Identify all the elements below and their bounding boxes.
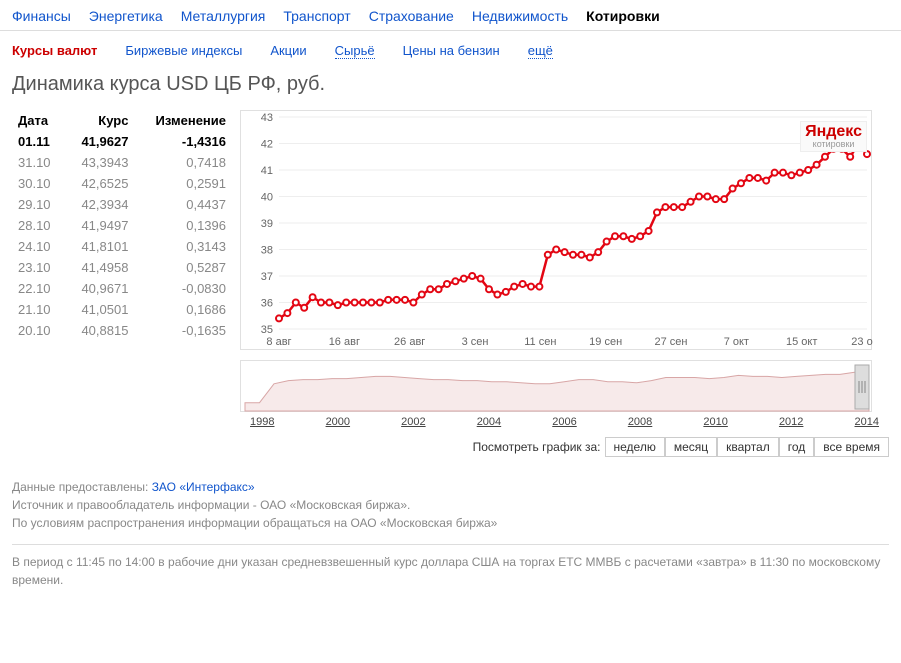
table-row: 30.1042,65250,2591 [12,173,232,194]
subnav-1[interactable]: Биржевые индексы [125,43,242,59]
topnav-0[interactable]: Финансы [12,8,71,24]
topnav-2[interactable]: Металлургия [181,8,266,24]
table-row: 31.1043,39430,7418 [12,152,232,173]
range-btn-1[interactable]: месяц [665,437,717,457]
watermark-logo: Яндекс [805,124,862,140]
footer-terms: По условиям распространения информации о… [12,514,889,532]
data-panel: ДатаКурсИзменение01.1141,9627-1,431631.1… [12,110,232,454]
year-2010[interactable]: 2010 [703,416,727,428]
subnav-5[interactable]: ещё [528,43,553,59]
table-row: 24.1041,81010,3143 [12,236,232,257]
table-row: 01.1141,9627-1,4316 [12,131,232,152]
watermark: Яндекс котировки [800,121,867,152]
main-chart[interactable]: Яндекс котировки 35 36 37 38 39 40 41 42 43 8 авг… [240,110,872,350]
svg-text:16 авг: 16 авг [329,336,360,348]
svg-text:15 окт: 15 окт [786,336,817,348]
svg-text:7 окт: 7 окт [724,336,749,348]
footer-source-link[interactable]: ЗАО «Интерфакс» [152,480,255,494]
top-nav: Финансы Энергетика Металлургия Транспорт Стр… [0,0,901,31]
sub-nav: Курсы валют Биржевые индексы Акции Сырьё Цен… [0,31,901,71]
year-2002[interactable]: 2002 [401,416,425,428]
footer-source: Данные предоставлены: ЗАО «Интерфакс» [12,478,889,496]
year-2008[interactable]: 2008 [628,416,652,428]
svg-text:27 сен: 27 сен [655,336,688,348]
footer-disclaimer: В период с 11:45 по 14:00 в рабочие дни … [12,544,889,589]
footer-source-prefix: Данные предоставлены: [12,480,152,494]
year-1998[interactable]: 1998 [250,416,274,428]
table-row: 23.1041,49580,5287 [12,257,232,278]
topnav-3[interactable]: Транспорт [283,8,350,24]
svg-text:8 авг: 8 авг [266,336,291,348]
subnav-0[interactable]: Курсы валют [12,43,97,59]
topnav-1[interactable]: Энергетика [89,8,163,24]
year-2006[interactable]: 2006 [552,416,576,428]
svg-text:40: 40 [261,192,273,204]
topnav-6[interactable]: Котировки [586,8,660,24]
range-controls: Посмотреть график за:неделюмесяцкварталг… [240,440,889,454]
main-content: ДатаКурсИзменение01.1141,9627-1,431631.1… [0,110,901,460]
svg-text:26 авг: 26 авг [394,336,425,348]
svg-text:11 сен: 11 сен [524,336,556,348]
chart-panel: Яндекс котировки 35 36 37 38 39 40 41 42 43 8 авг… [232,110,889,454]
svg-text:42: 42 [261,139,273,151]
footer-owner: Источник и правообладатель информации - … [12,496,889,514]
year-2014[interactable]: 2014 [855,416,879,428]
table-row: 20.1040,8815-0,1635 [12,320,232,341]
watermark-sub: котировки [805,140,862,149]
svg-text:39: 39 [261,218,273,230]
subnav-2[interactable]: Акции [270,43,306,59]
year-2000[interactable]: 2000 [326,416,350,428]
year-2012[interactable]: 2012 [779,416,803,428]
svg-text:23 окт: 23 окт [851,336,873,348]
range-btn-4[interactable]: все время [814,437,889,457]
range-btn-0[interactable]: неделю [605,437,665,457]
range-btn-3[interactable]: год [779,437,815,457]
svg-text:36: 36 [261,298,273,310]
subnav-3[interactable]: Сырьё [335,43,375,59]
svg-text:3 сен: 3 сен [462,336,489,348]
year-labels: 1998 2000 2002 2004 2006 2008 2010 2012 2014 [240,412,889,428]
footer: Данные предоставлены: ЗАО «Интерфакс» Ис… [0,460,901,595]
range-btn-2[interactable]: квартал [717,437,779,457]
topnav-5[interactable]: Недвижимость [472,8,568,24]
svg-text:41: 41 [261,165,273,177]
svg-text:19 сен: 19 сен [589,336,622,348]
rates-table: ДатаКурсИзменение01.1141,9627-1,431631.1… [12,110,232,341]
page-title: Динамика курса USD ЦБ РФ, руб. [0,71,901,110]
year-2004[interactable]: 2004 [477,416,501,428]
table-row: 29.1042,39340,4437 [12,194,232,215]
table-row: 21.1041,05010,1686 [12,299,232,320]
svg-text:43: 43 [261,112,273,124]
table-row: 22.1040,9671-0,0830 [12,278,232,299]
topnav-4[interactable]: Страхование [369,8,454,24]
subnav-4[interactable]: Цены на бензин [403,43,500,59]
svg-text:38: 38 [261,245,273,257]
range-chart[interactable] [240,360,872,412]
svg-text:35: 35 [261,324,273,336]
svg-text:37: 37 [261,271,273,283]
table-row: 28.1041,94970,1396 [12,215,232,236]
